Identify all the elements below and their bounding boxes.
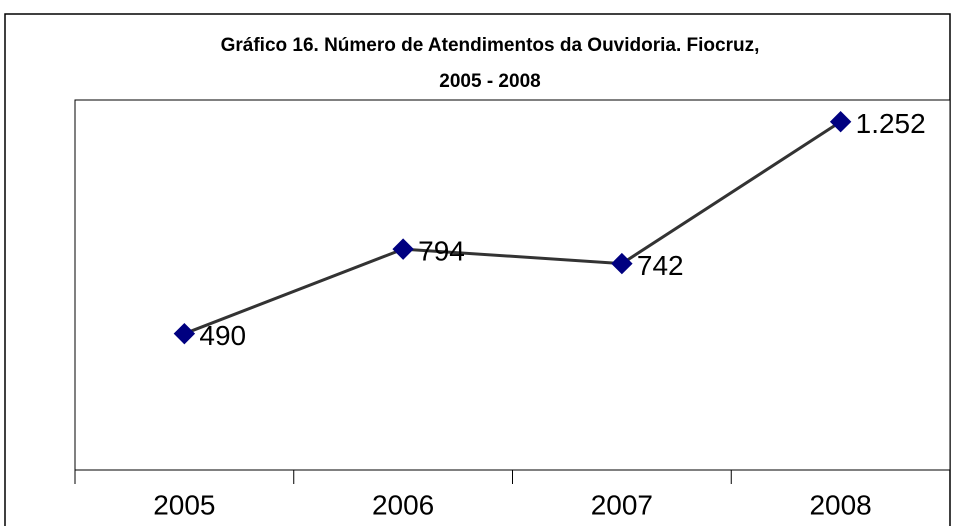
data-point: [611, 252, 633, 275]
data-label: 794: [418, 236, 465, 267]
chart-title: Gráfico 16. Número de Atendimentos da Ou…: [221, 35, 760, 56]
x-tick-label: 2005: [153, 489, 215, 520]
x-tick-label: 2006: [372, 489, 434, 520]
data-label: 742: [637, 250, 684, 281]
x-tick-label: 2007: [591, 489, 653, 520]
chart-title: 2005 - 2008: [439, 71, 540, 92]
plot-area: [74, 99, 951, 471]
x-tick-label: 2008: [809, 489, 871, 520]
series-line: [183, 120, 842, 336]
data-point: [392, 238, 414, 260]
data-point: [173, 322, 196, 345]
data-point: [829, 110, 852, 133]
data-label: 490: [199, 320, 246, 351]
data-label: 1.252: [856, 108, 926, 139]
